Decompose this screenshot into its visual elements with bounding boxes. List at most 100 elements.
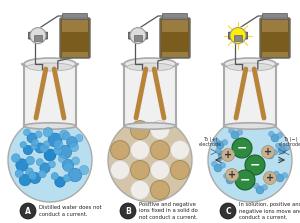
Circle shape [262, 185, 268, 190]
Circle shape [15, 169, 23, 178]
Circle shape [276, 174, 284, 182]
Text: Positive and negative
ions fixed in a solid do
not conduct a current.: Positive and negative ions fixed in a so… [139, 202, 198, 220]
Circle shape [226, 176, 234, 184]
FancyBboxPatch shape [260, 18, 290, 58]
Circle shape [215, 148, 221, 154]
FancyBboxPatch shape [262, 19, 288, 32]
Circle shape [221, 149, 235, 161]
Circle shape [48, 161, 56, 168]
Text: B: B [125, 206, 131, 215]
Circle shape [120, 203, 136, 219]
Circle shape [214, 164, 222, 172]
Circle shape [268, 131, 274, 137]
Circle shape [232, 175, 238, 180]
Circle shape [220, 203, 236, 219]
Circle shape [55, 177, 65, 187]
Text: +: + [264, 147, 272, 157]
Circle shape [262, 145, 275, 159]
Text: +: + [228, 170, 236, 180]
Circle shape [263, 171, 277, 184]
Circle shape [170, 140, 189, 159]
Circle shape [272, 150, 278, 155]
FancyBboxPatch shape [60, 18, 90, 58]
Circle shape [278, 146, 286, 154]
Circle shape [130, 161, 149, 180]
Circle shape [26, 168, 33, 176]
Text: To (+)
electrode: To (+) electrode [198, 137, 222, 147]
Ellipse shape [124, 58, 176, 70]
Text: −: − [237, 142, 247, 155]
Circle shape [29, 172, 40, 184]
Ellipse shape [24, 123, 76, 129]
Circle shape [130, 121, 149, 140]
FancyBboxPatch shape [28, 32, 47, 39]
Circle shape [63, 132, 70, 140]
Circle shape [218, 151, 226, 159]
Circle shape [32, 139, 38, 146]
Circle shape [16, 159, 28, 171]
Circle shape [256, 186, 264, 194]
Circle shape [214, 138, 219, 144]
Circle shape [31, 143, 38, 150]
Circle shape [232, 138, 252, 158]
Circle shape [40, 163, 50, 173]
Circle shape [23, 129, 31, 136]
FancyBboxPatch shape [224, 64, 276, 126]
Text: To (−)
electrode: To (−) electrode [278, 137, 300, 147]
Circle shape [151, 180, 169, 199]
FancyBboxPatch shape [62, 19, 88, 32]
Text: A: A [25, 206, 31, 215]
Circle shape [108, 118, 192, 202]
Circle shape [224, 150, 230, 155]
Circle shape [51, 173, 59, 180]
Circle shape [235, 170, 255, 190]
FancyBboxPatch shape [162, 52, 188, 57]
Circle shape [67, 136, 77, 147]
Circle shape [220, 163, 226, 168]
Circle shape [266, 151, 274, 159]
Circle shape [212, 161, 217, 167]
Circle shape [228, 25, 248, 46]
Circle shape [216, 141, 224, 149]
Circle shape [282, 173, 288, 178]
Circle shape [224, 173, 229, 179]
FancyBboxPatch shape [160, 18, 190, 58]
Circle shape [245, 155, 265, 175]
Text: C: C [225, 206, 231, 215]
Circle shape [35, 143, 45, 153]
Circle shape [277, 132, 283, 138]
Circle shape [75, 134, 83, 142]
Circle shape [63, 163, 73, 172]
FancyBboxPatch shape [62, 52, 88, 57]
Circle shape [263, 148, 269, 154]
Circle shape [275, 143, 281, 149]
Circle shape [237, 130, 243, 135]
FancyBboxPatch shape [62, 14, 88, 19]
Text: Distilled water does not
conduct a current.: Distilled water does not conduct a curre… [39, 205, 102, 217]
Circle shape [8, 118, 92, 202]
Circle shape [229, 128, 234, 134]
Ellipse shape [27, 63, 73, 71]
Circle shape [111, 161, 130, 180]
Circle shape [79, 165, 89, 175]
Circle shape [48, 133, 62, 147]
Text: −: − [240, 173, 250, 186]
Circle shape [23, 145, 33, 155]
Ellipse shape [124, 123, 176, 129]
FancyBboxPatch shape [262, 52, 288, 57]
Circle shape [254, 183, 259, 189]
Text: +: + [266, 173, 274, 183]
Circle shape [130, 140, 149, 159]
Circle shape [28, 172, 37, 180]
Circle shape [284, 145, 289, 150]
Circle shape [63, 175, 70, 182]
FancyBboxPatch shape [128, 32, 148, 39]
Circle shape [43, 127, 53, 137]
Circle shape [20, 203, 36, 219]
Circle shape [11, 154, 20, 162]
Circle shape [71, 157, 80, 165]
Circle shape [226, 169, 238, 182]
Circle shape [130, 28, 146, 44]
FancyBboxPatch shape [229, 32, 247, 39]
FancyBboxPatch shape [124, 64, 176, 126]
